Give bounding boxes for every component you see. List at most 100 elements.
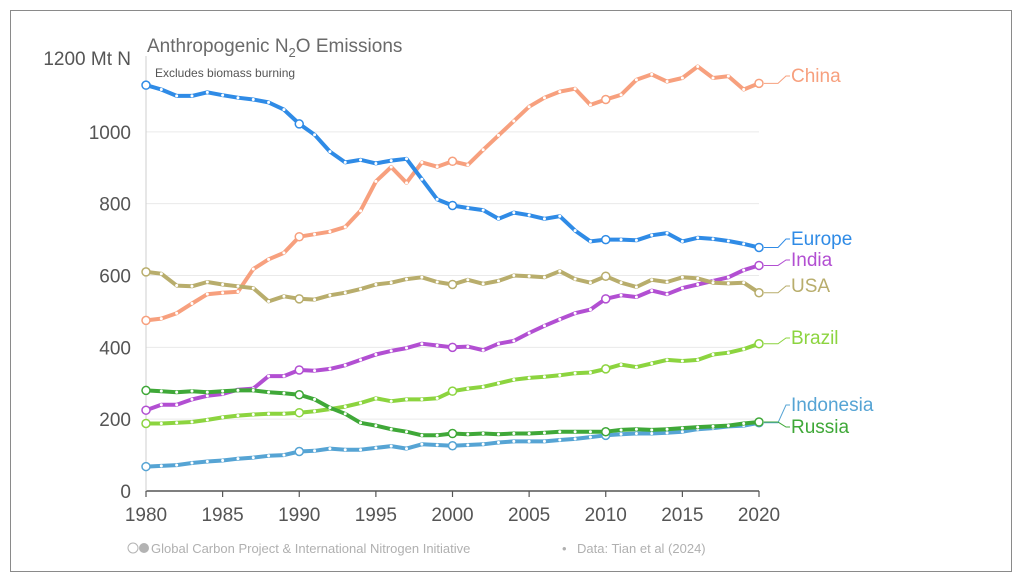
label-connector xyxy=(764,285,790,294)
point-brazil xyxy=(294,407,304,418)
point-usa xyxy=(573,277,577,281)
point-indonesia xyxy=(650,432,654,436)
title-main: Anthropogenic N xyxy=(147,36,289,57)
point-indonesia xyxy=(405,447,409,451)
point-indonesia xyxy=(343,448,347,452)
point-europe xyxy=(726,239,730,243)
footer: Global Carbon Project & International Ni… xyxy=(127,541,706,556)
point-europe xyxy=(634,238,638,242)
point-china xyxy=(343,225,347,229)
point-russia xyxy=(619,428,623,432)
point-europe xyxy=(496,217,500,221)
label-connector xyxy=(764,238,790,248)
point-usa xyxy=(588,281,592,285)
point-usa xyxy=(328,293,332,297)
point-brazil xyxy=(251,412,255,416)
point-brazil xyxy=(435,396,439,400)
point-indonesia xyxy=(665,431,669,435)
point-europe xyxy=(435,197,439,201)
series-indonesia xyxy=(141,418,764,472)
point-usa xyxy=(447,279,458,290)
point-indonesia xyxy=(313,449,317,453)
point-russia xyxy=(481,432,485,436)
point-usa xyxy=(190,284,194,288)
point-india xyxy=(481,348,485,352)
chart-title: Anthropogenic N2O Emissions xyxy=(147,36,402,60)
point-europe xyxy=(359,158,363,162)
label-europe: Europe xyxy=(791,229,852,250)
point-china xyxy=(588,103,592,107)
x-tick-label: 2015 xyxy=(661,505,703,526)
point-russia xyxy=(601,426,611,437)
point-china xyxy=(405,181,409,185)
point-india xyxy=(374,353,378,357)
point-russia xyxy=(680,426,684,430)
point-china xyxy=(236,290,240,294)
cc-license-icon xyxy=(127,542,149,554)
point-usa xyxy=(558,269,562,273)
point-europe xyxy=(267,100,271,104)
point-brazil xyxy=(512,378,516,382)
point-china xyxy=(374,179,378,183)
point-indonesia xyxy=(496,441,500,445)
point-brazil xyxy=(343,405,347,409)
point-china xyxy=(680,76,684,80)
point-china xyxy=(726,74,730,78)
series-usa xyxy=(141,267,764,304)
point-brazil xyxy=(313,409,317,413)
point-europe xyxy=(588,239,592,243)
point-russia xyxy=(359,421,363,425)
point-russia xyxy=(175,390,179,394)
point-india xyxy=(512,339,516,343)
point-india xyxy=(313,369,317,373)
point-india xyxy=(420,342,424,346)
point-china xyxy=(481,148,485,152)
point-indonesia xyxy=(389,444,393,448)
point-brazil xyxy=(205,418,209,422)
point-india xyxy=(389,349,393,353)
point-russia xyxy=(236,388,240,392)
point-india xyxy=(573,311,577,315)
point-usa xyxy=(282,294,286,298)
point-indonesia xyxy=(328,447,332,451)
x-tick-label: 2005 xyxy=(508,505,550,526)
label-usa: USA xyxy=(791,276,830,297)
chart-subtitle: Excludes biomass burning xyxy=(155,66,295,80)
point-russia xyxy=(558,430,562,434)
point-india xyxy=(680,286,684,290)
point-usa xyxy=(251,286,255,290)
point-china xyxy=(558,90,562,94)
point-usa xyxy=(267,299,271,303)
point-europe xyxy=(481,208,485,212)
footer-separator: • xyxy=(562,541,567,556)
point-india xyxy=(294,365,304,375)
point-china xyxy=(190,302,194,306)
point-usa xyxy=(221,282,225,286)
point-europe xyxy=(159,87,163,91)
point-europe xyxy=(190,94,194,98)
point-china xyxy=(359,209,363,213)
point-europe xyxy=(466,206,470,210)
point-china xyxy=(754,78,764,89)
label-indonesia: Indonesia xyxy=(791,395,874,416)
point-russia xyxy=(573,430,577,434)
point-europe xyxy=(141,80,151,90)
point-brazil xyxy=(588,370,592,374)
point-russia xyxy=(754,417,764,427)
point-china xyxy=(313,232,317,236)
point-usa xyxy=(542,275,546,279)
point-russia xyxy=(205,390,209,394)
y-tick-label: 0 xyxy=(120,482,131,503)
point-europe xyxy=(328,150,332,154)
point-russia xyxy=(343,412,347,416)
footer-data-source: Data: Tian et al (2024) xyxy=(577,541,706,556)
point-brazil xyxy=(696,358,700,362)
point-brazil xyxy=(389,399,393,403)
point-europe xyxy=(527,213,531,217)
point-india xyxy=(175,403,179,407)
point-brazil xyxy=(190,420,194,424)
point-russia xyxy=(711,424,715,428)
point-brazil xyxy=(754,338,764,349)
point-china xyxy=(512,119,516,123)
point-europe xyxy=(251,98,255,102)
